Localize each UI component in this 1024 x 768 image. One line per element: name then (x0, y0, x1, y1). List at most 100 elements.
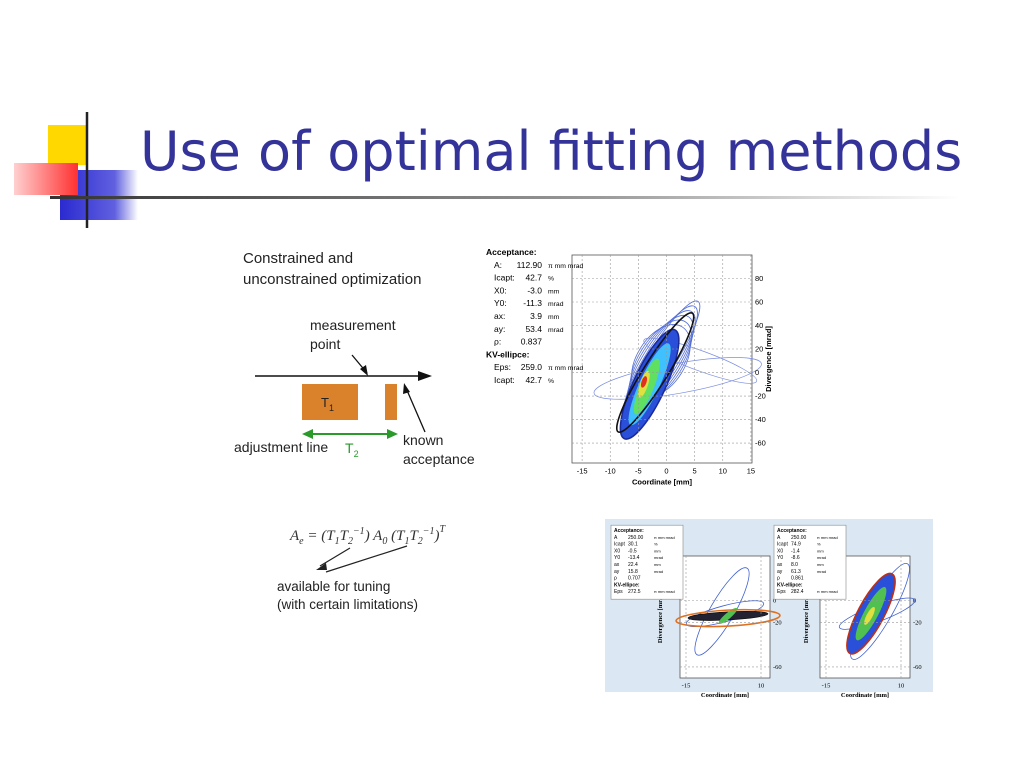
panel-cell: % (817, 542, 821, 547)
panel-cell: 0.837 (521, 337, 543, 347)
arrowhead (387, 429, 398, 439)
panel-cell: mm (548, 288, 560, 295)
x-tick-label: 5 (693, 467, 697, 476)
panel-cell: ay (777, 569, 783, 575)
x-tick-label: -15 (822, 683, 831, 690)
panel-cell: 250.00 (628, 535, 644, 541)
y-tick-label: 60 (755, 298, 763, 307)
y-axis-label: Divergence [mrad] (803, 591, 810, 643)
arrow (405, 387, 426, 433)
x-tick-label: 10 (719, 467, 727, 476)
panel-cell: -1.4 (791, 548, 800, 554)
y-tick-label: -20 (913, 620, 922, 627)
plot: -15 10 0 -20 -60 Coordinate [mm] Divergence [m… (773, 524, 922, 699)
panel-cell: A (777, 535, 781, 541)
y-axis-label: Divergence [mrad] (764, 326, 773, 392)
panel-title: KV-ellipce: (777, 582, 803, 588)
panel-cell: 250.00 (791, 535, 807, 541)
formula-token: A (289, 528, 300, 544)
panel-cell: X0: (494, 285, 507, 295)
formula-token: T (396, 528, 406, 544)
x-axis-label: Coordinate [mm] (701, 692, 749, 699)
x-axis-label: Coordinate [mm] (841, 692, 889, 699)
contour (675, 608, 781, 628)
panel-cell: mm (654, 548, 661, 553)
element (385, 384, 397, 420)
formula-token: −1 (423, 526, 435, 537)
contour (685, 600, 765, 627)
formula: Ae = (T1T2−1) A0 (T1T2−1)T (289, 524, 447, 547)
arrowhead (302, 429, 313, 439)
panel-cell: % (548, 276, 554, 283)
panel-title: Acceptance: (777, 528, 807, 534)
x-tick-label: -5 (635, 467, 642, 476)
panel-cell: Y0 (614, 555, 620, 561)
x-tick-label: 0 (664, 467, 668, 476)
deco-red (14, 163, 78, 195)
formula-token: A (372, 528, 383, 544)
y-tick-label: -40 (755, 415, 766, 424)
panel-cell: A: (494, 260, 502, 270)
panel-cell: ρ (777, 576, 780, 582)
panel-cell: π mm mrad (548, 263, 583, 270)
panel-cell: 0.861 (791, 576, 804, 582)
panel-cell: π mm mrad (654, 589, 675, 594)
panel-cell: -3.0 (527, 285, 542, 295)
y-tick-label: 0 (913, 598, 916, 605)
panel-cell: mrad (654, 555, 663, 560)
label: measurement (310, 317, 396, 333)
t1-sub: 1 (329, 403, 334, 413)
panel-cell: 259.0 (521, 362, 543, 372)
t2-label: T2 (345, 440, 359, 459)
formula-token: T (409, 528, 419, 544)
contour (718, 607, 738, 624)
contour (864, 606, 875, 625)
y-tick-label: -60 (755, 439, 766, 448)
panel-cell: 272.5 (628, 589, 641, 595)
panel-cell: ρ: (494, 337, 501, 347)
t1-label: T1 (321, 395, 334, 413)
panel-cell: 61.3 (791, 569, 801, 575)
arrowhead (316, 563, 327, 570)
panel-cell: X0 (777, 548, 783, 554)
panel-cell: ax: (494, 311, 505, 321)
x-tick-label: -15 (577, 467, 588, 476)
formula-token: −1 (353, 526, 365, 537)
panel-cell: 42.7 (525, 375, 542, 385)
formula-token: 1 (335, 536, 340, 547)
arrowhead (360, 365, 368, 376)
panel-cell: mm (817, 562, 824, 567)
panel-cell: ρ (614, 576, 617, 582)
arrow (325, 545, 408, 573)
panel-cell: X0 (614, 548, 620, 554)
formula-token: 1 (404, 536, 409, 547)
t2-sub: 2 (354, 449, 359, 459)
arrowhead (403, 383, 410, 394)
panel-cell: π mm mrad (548, 365, 583, 372)
panel-cell: 74.9 (791, 542, 801, 548)
x-tick-label: 15 (747, 467, 755, 476)
panel-title: KV-ellipce: (614, 582, 640, 588)
label: adjustment line (234, 439, 328, 455)
panel-cell: ay (614, 569, 620, 575)
panel-title: KV-ellipce: (486, 349, 530, 359)
slide-title: Use of optimal fitting methods (140, 120, 962, 183)
t2: T (345, 440, 354, 456)
y-tick-label: 40 (755, 321, 763, 330)
panel-cell: Y0 (777, 555, 783, 561)
t1: T (321, 395, 329, 410)
panel-cell: mrad (817, 555, 826, 560)
deco-yellow (48, 125, 88, 165)
plot: -15 10 0 -20 -60 Coordinate [mm] Divergence [m… (610, 524, 782, 699)
formula-token: 2 (418, 536, 423, 547)
panel-cell: π mm mrad (817, 589, 838, 594)
label: acceptance (403, 451, 475, 467)
panel-cell: 8.0 (791, 562, 798, 568)
x-tick-label: 10 (758, 683, 765, 690)
note: (with certain limitations) (277, 597, 418, 612)
arrowhead (418, 371, 432, 381)
label: known (403, 432, 443, 448)
panel-cell: -0.5 (628, 548, 637, 554)
note: available for tuning (277, 579, 390, 594)
